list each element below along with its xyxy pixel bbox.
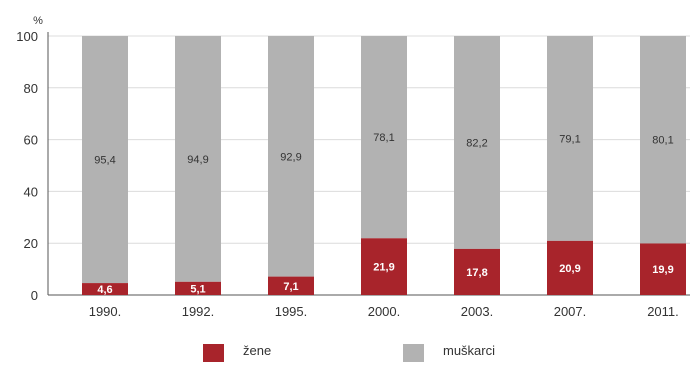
bar-segment-zene: [454, 248, 500, 295]
bar-segment-zene: [547, 240, 593, 295]
bar-label-muskarci: 80,1: [652, 135, 673, 147]
bar-segment-muskarci: [640, 36, 686, 244]
bar-segment-zene: [640, 243, 686, 295]
legend-swatch-zene: [203, 344, 224, 362]
y-tick-label: 80: [24, 81, 38, 96]
y-unit-label: %: [33, 15, 43, 27]
y-tick-label: 100: [16, 29, 38, 44]
bar-label-zene: 5,1: [190, 283, 205, 295]
bar-segment-zene: [175, 281, 221, 295]
bar-segment-muskarci: [175, 36, 221, 282]
bar-segment-muskarci: [268, 36, 314, 277]
bar-label-muskarci: 79,1: [559, 133, 580, 145]
x-tick-label: 2007.: [554, 304, 587, 319]
legend-label-muskarci: muškarci: [443, 343, 495, 358]
bar-segment-muskarci: [547, 36, 593, 241]
bar-label-muskarci: 82,2: [466, 137, 487, 149]
bar-label-muskarci: 94,9: [187, 154, 208, 166]
x-tick-label: 1990.: [89, 304, 122, 319]
legend-swatch-muskarci: [403, 344, 424, 362]
x-tick-label: 1992.: [182, 304, 215, 319]
bar-label-zene: 19,9: [652, 264, 673, 276]
y-tick-label: 40: [24, 184, 38, 199]
bar-segment-zene: [82, 283, 128, 295]
legend-label-zene: žene: [243, 343, 271, 358]
bar-label-zene: 17,8: [466, 267, 487, 279]
bar-segment-muskarci: [82, 36, 128, 284]
y-tick-label: 60: [24, 133, 38, 148]
bar-label-zene: 20,9: [559, 263, 580, 275]
bar-segment-muskarci: [454, 36, 500, 249]
x-tick-label: 2003.: [461, 304, 494, 319]
bar-segment-muskarci: [361, 36, 407, 239]
bar-label-muskarci: 95,4: [94, 155, 115, 167]
y-tick-label: 20: [24, 236, 38, 251]
bar-label-zene: 21,9: [373, 262, 394, 274]
y-tick-label: 0: [31, 288, 38, 303]
bar-segment-zene: [361, 238, 407, 295]
x-tick-label: 2011.: [647, 304, 679, 319]
bar-label-zene: 4,6: [97, 284, 112, 296]
bar-label-muskarci: 92,9: [280, 151, 301, 163]
x-tick-label: 2000.: [368, 304, 401, 319]
bar-label-muskarci: 78,1: [373, 132, 394, 144]
bar-label-zene: 7,1: [283, 281, 298, 293]
x-tick-label: 1995.: [275, 304, 308, 319]
bar-segment-zene: [268, 276, 314, 295]
